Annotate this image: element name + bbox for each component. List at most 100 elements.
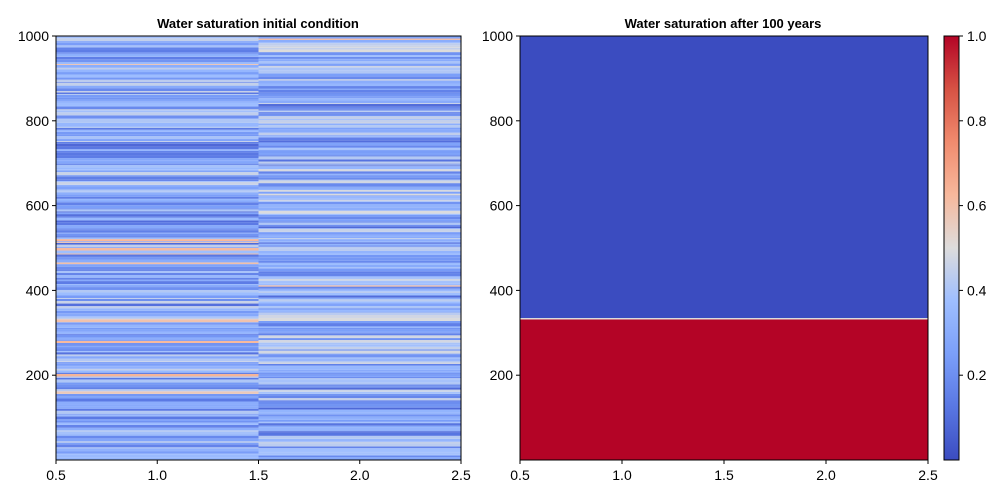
heatmap-cell xyxy=(258,398,461,401)
heatmap-cell xyxy=(56,142,259,144)
heatmap-cell xyxy=(258,198,461,200)
heatmap-cell xyxy=(258,171,461,174)
heatmap-cell xyxy=(56,279,259,282)
heatmap-cell xyxy=(56,62,259,64)
heatmap-cell xyxy=(258,391,461,394)
heatmap-cell xyxy=(258,288,461,291)
heatmap-cell xyxy=(258,219,461,222)
heatmap-cell xyxy=(258,286,461,289)
x-tick-label: 2.0 xyxy=(350,467,370,483)
heatmap-cell xyxy=(258,273,461,276)
heatmap-cell xyxy=(258,221,461,223)
heatmap-cell xyxy=(258,327,461,330)
heatmap-cell xyxy=(56,56,259,60)
heatmap-cell xyxy=(258,231,461,233)
axis-ticks: 0.5 1.0 1.5 2.0 2.5 200 400 600 800 1000 xyxy=(18,28,471,483)
heatmap-cell xyxy=(258,335,461,338)
heatmap-cell xyxy=(258,245,461,247)
heatmap-cell xyxy=(56,264,259,267)
heatmap-cell xyxy=(258,354,461,358)
y-tick-label: 800 xyxy=(26,113,50,129)
heatmap-cell xyxy=(258,80,461,84)
heatmap-cell xyxy=(258,292,461,296)
heatmap-cell xyxy=(56,237,259,240)
heatmap-cell xyxy=(56,41,259,43)
heatmap-cell xyxy=(258,423,461,426)
heatmap-cell xyxy=(258,63,461,66)
heatmap-cell xyxy=(56,181,259,182)
heatmap-cell xyxy=(56,134,259,137)
heatmap-cell xyxy=(56,419,259,421)
heatmap-cell xyxy=(258,89,461,93)
heatmap-cell xyxy=(258,416,461,418)
heatmap-cell xyxy=(56,387,259,390)
heatmap-cell xyxy=(258,268,461,272)
heatmap-cell xyxy=(258,360,461,363)
heatmap-cell xyxy=(56,229,259,231)
heatmap-cell xyxy=(258,283,461,286)
heatmap-cell xyxy=(56,53,259,56)
heatmap-cell xyxy=(258,452,461,455)
heatmap-cell xyxy=(56,163,259,165)
heatmap-cell xyxy=(258,148,461,151)
saturation-region xyxy=(520,36,928,319)
heatmap-cell xyxy=(56,254,259,257)
heatmap-cell xyxy=(56,361,259,363)
heatmap-cell xyxy=(56,331,259,334)
heatmap-cell xyxy=(56,118,259,120)
heatmap-cell xyxy=(258,189,461,192)
after-100-years-panel: Water saturation after 100 years 0.5 1.0 1… xyxy=(482,16,938,483)
heatmap-cell xyxy=(258,275,461,277)
heatmap-cell xyxy=(258,457,461,460)
heatmap-cell xyxy=(258,187,461,190)
heatmap-cell xyxy=(56,47,259,50)
heatmap-cell xyxy=(56,324,259,328)
heatmap-cell xyxy=(56,242,259,243)
heatmap-cell xyxy=(258,45,461,48)
heatmap-cell xyxy=(56,329,259,332)
heatmap-cell xyxy=(258,314,461,318)
heatmap-cell xyxy=(258,425,461,428)
initial-saturation-heatmap xyxy=(56,36,461,460)
heatmap-cell xyxy=(56,88,259,92)
heatmap-cell xyxy=(56,362,259,364)
heatmap-cell xyxy=(56,408,259,411)
heatmap-cell xyxy=(56,119,259,123)
heatmap-cell xyxy=(56,295,259,299)
heatmap-cell xyxy=(258,42,461,44)
heatmap-cell xyxy=(56,365,259,367)
heatmap-cell xyxy=(56,158,259,161)
heatmap-cell xyxy=(56,220,259,223)
heatmap-cell xyxy=(56,247,259,248)
heatmap-cell xyxy=(56,284,259,285)
heatmap-cell xyxy=(56,179,259,182)
heatmap-cell xyxy=(258,373,461,375)
heatmap-cell xyxy=(258,326,461,327)
saturation-after-100-years-heatmap xyxy=(520,36,928,460)
heatmap-cell xyxy=(56,434,259,436)
heatmap-cell xyxy=(258,278,461,281)
heatmap-cell xyxy=(258,103,461,107)
heatmap-cell xyxy=(258,111,461,113)
heatmap-cell xyxy=(56,155,259,159)
heatmap-cell xyxy=(258,376,461,379)
heatmap-cell xyxy=(258,61,461,64)
heatmap-cell xyxy=(258,155,461,157)
heatmap-cell xyxy=(56,352,259,355)
heatmap-cell xyxy=(258,332,461,334)
heatmap-cell xyxy=(56,401,259,405)
heatmap-cell xyxy=(258,301,461,304)
heatmap-cell xyxy=(56,406,259,409)
heatmap-cell xyxy=(56,170,259,173)
heatmap-cell xyxy=(258,58,461,60)
heatmap-cell xyxy=(258,438,461,442)
heatmap-cell xyxy=(258,207,461,211)
y-tick-label: 200 xyxy=(490,367,514,383)
heatmap-cell xyxy=(56,110,259,113)
heatmap-cell xyxy=(258,216,461,220)
heatmap-cell xyxy=(258,243,461,246)
heatmap-cell xyxy=(258,109,461,111)
heatmap-cell xyxy=(56,152,259,156)
heatmap-cell xyxy=(56,198,259,201)
heatmap-cell xyxy=(258,83,461,87)
